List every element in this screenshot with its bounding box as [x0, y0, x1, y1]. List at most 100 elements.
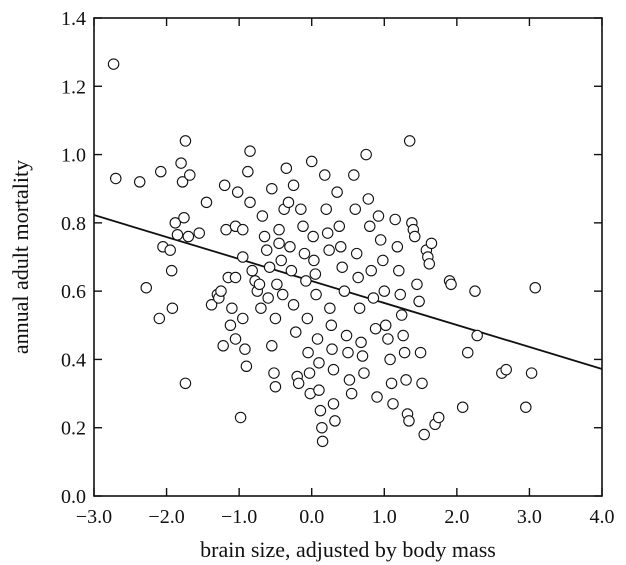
data-points — [107, 58, 541, 448]
data-point — [348, 169, 360, 181]
data-point — [175, 157, 187, 169]
data-point — [280, 162, 293, 174]
data-point — [193, 227, 205, 239]
data-point — [246, 264, 258, 277]
data-point — [469, 285, 481, 297]
data-point — [395, 309, 408, 321]
data-point — [309, 268, 322, 280]
data-point — [377, 254, 389, 267]
plot-area-frame — [93, 17, 603, 497]
data-point — [371, 391, 383, 403]
data-point — [269, 312, 282, 325]
data-point — [432, 411, 445, 424]
data-point — [166, 302, 179, 314]
data-point — [382, 333, 394, 345]
data-point — [229, 333, 242, 345]
data-point — [266, 340, 278, 352]
data-point — [287, 179, 300, 192]
data-point — [133, 176, 146, 188]
data-point — [471, 329, 483, 342]
data-point — [140, 281, 153, 294]
y-tick-label: 0.2 — [61, 418, 86, 440]
data-point — [416, 377, 428, 390]
data-point — [398, 346, 411, 359]
data-point — [310, 288, 322, 301]
data-point — [224, 319, 237, 332]
data-point — [200, 196, 213, 209]
data-point — [292, 377, 305, 390]
data-point — [220, 223, 232, 236]
data-point — [393, 264, 405, 277]
data-point — [269, 380, 282, 393]
data-point — [258, 230, 271, 243]
data-point — [319, 169, 331, 181]
x-tick-label: −1.0 — [221, 506, 257, 528]
data-point — [217, 340, 229, 352]
data-point — [226, 302, 238, 314]
data-point — [271, 278, 283, 291]
y-tick-label: 0.0 — [61, 486, 86, 508]
data-point — [391, 241, 404, 253]
y-tick-label: 0.8 — [61, 213, 86, 235]
data-point — [284, 241, 296, 253]
data-point — [262, 292, 274, 304]
data-point — [403, 135, 416, 147]
data-point — [324, 302, 336, 314]
data-point — [287, 299, 300, 311]
data-point — [445, 278, 457, 291]
data-point — [234, 411, 247, 424]
data-point — [273, 223, 285, 236]
data-point — [342, 346, 354, 359]
data-point — [326, 343, 338, 355]
data-point — [244, 196, 256, 209]
data-point — [372, 210, 385, 222]
data-point — [352, 271, 364, 284]
x-tick-label: −3.0 — [76, 506, 112, 528]
data-point — [311, 333, 324, 345]
data-point — [276, 288, 289, 301]
y-tick-label: 0.6 — [61, 281, 86, 303]
data-point — [389, 213, 401, 226]
data-point — [256, 210, 269, 222]
data-point — [239, 343, 251, 355]
data-point — [400, 374, 412, 386]
data-point — [397, 329, 409, 342]
data-point — [179, 377, 192, 390]
data-point — [520, 401, 532, 413]
data-point — [414, 346, 427, 359]
data-point — [297, 220, 309, 233]
data-point — [255, 302, 267, 314]
data-point — [529, 281, 541, 294]
data-point — [358, 367, 370, 379]
data-point — [237, 223, 249, 236]
x-tick-label: 0.0 — [299, 506, 324, 528]
data-point — [369, 322, 382, 335]
data-point — [356, 350, 369, 362]
data-point — [285, 264, 298, 277]
y-axis-label: annual adult mortality — [8, 160, 33, 354]
data-point — [425, 237, 438, 250]
data-point — [345, 387, 358, 400]
data-point — [316, 421, 328, 434]
data-point — [350, 247, 363, 260]
data-point — [300, 275, 312, 287]
data-point — [333, 220, 346, 233]
data-point — [367, 292, 380, 304]
data-point — [237, 312, 249, 325]
data-point — [320, 203, 332, 215]
data-point — [323, 244, 335, 256]
y-tick-label: 1.4 — [61, 8, 86, 30]
data-point — [205, 299, 218, 311]
data-point — [179, 135, 192, 147]
data-point — [268, 367, 280, 379]
data-point — [178, 211, 190, 224]
data-point — [384, 353, 396, 366]
data-point — [215, 285, 227, 297]
data-point — [379, 319, 392, 332]
data-point — [525, 367, 538, 379]
data-point — [461, 346, 474, 359]
data-point — [282, 196, 295, 209]
x-tick-label: −2.0 — [148, 506, 184, 528]
data-point — [394, 288, 407, 301]
